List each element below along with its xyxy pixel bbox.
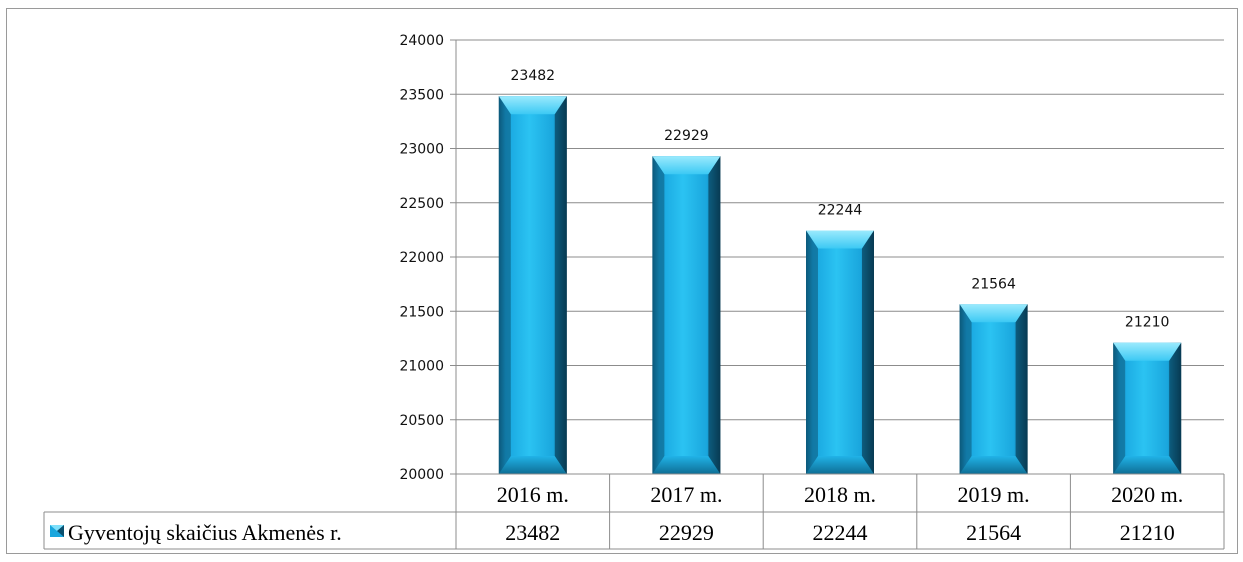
- category-label: 2019 m.: [958, 482, 1030, 507]
- bar: [1113, 342, 1182, 474]
- bar-cap: [498, 96, 567, 115]
- y-tick-label: 21500: [399, 304, 444, 320]
- data-label: 22244: [818, 203, 863, 219]
- bars: [498, 96, 1182, 475]
- bar-right-edge: [708, 156, 721, 475]
- data-label: 22929: [664, 128, 709, 144]
- y-tick-label: 22500: [399, 196, 444, 212]
- data-label: 21210: [1125, 315, 1170, 331]
- bar: [498, 96, 567, 474]
- bar-right-edge: [1015, 304, 1028, 474]
- table-value: 22244: [813, 520, 868, 545]
- bar-base: [959, 456, 1028, 474]
- table-value: 23482: [505, 520, 560, 545]
- category-label: 2016 m.: [497, 482, 569, 507]
- bar: [959, 304, 1028, 474]
- y-tick-label: 20500: [399, 413, 444, 429]
- legend-series-name: Gyventojų skaičius Akmenės r.: [68, 520, 342, 545]
- bar-right-edge: [862, 230, 874, 474]
- y-tick-label: 22000: [399, 250, 444, 266]
- table-value: 21210: [1120, 520, 1175, 545]
- bar-left-edge: [806, 230, 818, 474]
- y-tick-label: 23000: [399, 142, 444, 158]
- bar-cap: [959, 304, 1028, 323]
- legend-key-icon: [50, 525, 64, 537]
- y-tick-label: 20000: [399, 467, 444, 483]
- bar-cap: [1113, 342, 1182, 361]
- bar: [652, 156, 721, 475]
- bar-base: [1113, 456, 1182, 474]
- bar-cap: [806, 230, 874, 249]
- bar-base: [806, 456, 874, 474]
- legend-key-side: [57, 525, 64, 537]
- bar-cap: [652, 156, 721, 175]
- bar-base: [652, 456, 721, 474]
- data-table: 2016 m. 23482 2017 m. 22929 2018 m. 22244 2019…: [43, 473, 1225, 550]
- category-label: 2020 m.: [1111, 482, 1183, 507]
- data-label: 23482: [511, 68, 556, 84]
- y-tick-label: 24000: [399, 33, 444, 49]
- bar-left-edge: [1113, 342, 1126, 474]
- bar-right-edge: [554, 96, 567, 474]
- bar-right-edge: [1169, 342, 1182, 474]
- y-axis: 20000 20500 21000 21500 22000 22500 23000 23500…: [399, 33, 457, 483]
- legend-key-top: [50, 525, 64, 531]
- bar-left-edge: [959, 304, 972, 474]
- bar-base: [498, 456, 567, 474]
- data-labels: 23482 22929 22244 21564 21210: [511, 68, 1170, 331]
- y-tick-label: 23500: [399, 87, 444, 103]
- y-tick-label: 21000: [399, 359, 444, 375]
- data-label: 21564: [971, 276, 1016, 292]
- bar-left-edge: [652, 156, 665, 475]
- table-value: 21564: [966, 520, 1021, 545]
- bar-left-edge: [498, 96, 511, 474]
- category-label: 2018 m.: [804, 482, 876, 507]
- category-label: 2017 m.: [650, 482, 722, 507]
- bar: [806, 230, 874, 474]
- table-value: 22929: [659, 520, 714, 545]
- chart-frame: [6, 8, 1238, 554]
